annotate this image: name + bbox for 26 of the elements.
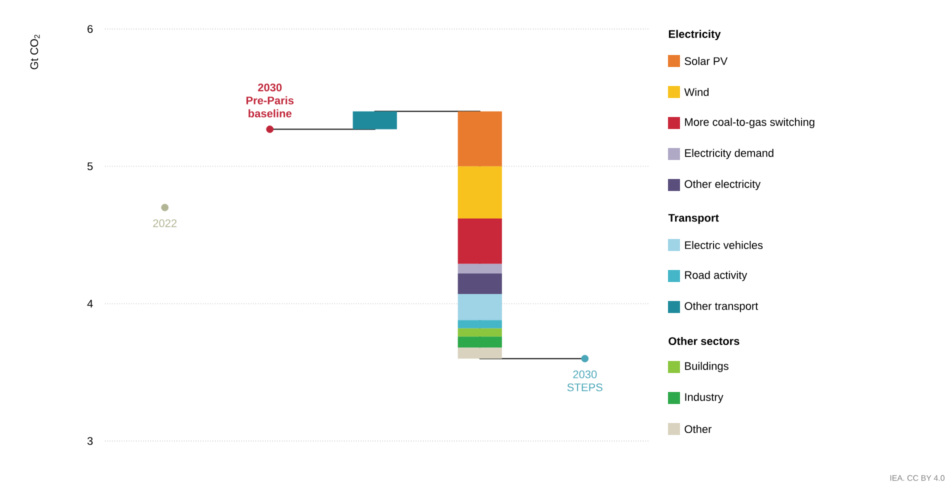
text: IEA. CC BY 4.0 (890, 475, 944, 481)
series-label: 2022 (153, 219, 177, 228)
legend-label: Solar PV (684, 56, 728, 66)
legend-label: Electricity demand (685, 148, 774, 160)
point (581, 354, 589, 362)
legend-label: Wind (684, 88, 709, 96)
text: Electricity (668, 30, 721, 40)
legend-label: Industry (685, 392, 724, 404)
point (161, 204, 169, 212)
y-axis-title: Gt CO$_{2}$ (30, 34, 40, 70)
text: Other sectors (668, 336, 740, 346)
text: 2030 Pre-Paris baseline (246, 84, 294, 118)
series-label: 2030 STEPS (567, 370, 602, 392)
legend-label: More coal-to-gas switching (685, 118, 814, 128)
y-tick-label: 5 (87, 162, 93, 170)
point (266, 126, 274, 133)
legend-label: Electric vehicles (685, 240, 763, 250)
y-tick-label: 4 (87, 300, 93, 308)
y-tick-label: 3 (87, 437, 93, 445)
legend-label: Buildings (685, 362, 728, 372)
legend-label: Other electricity (684, 180, 761, 190)
legend-label: Road activity (685, 270, 748, 282)
legend-label: Other transport (684, 302, 758, 312)
y-tick-label: 6 (88, 25, 93, 33)
legend-label: Other (684, 424, 712, 434)
text: Transport (668, 214, 719, 224)
